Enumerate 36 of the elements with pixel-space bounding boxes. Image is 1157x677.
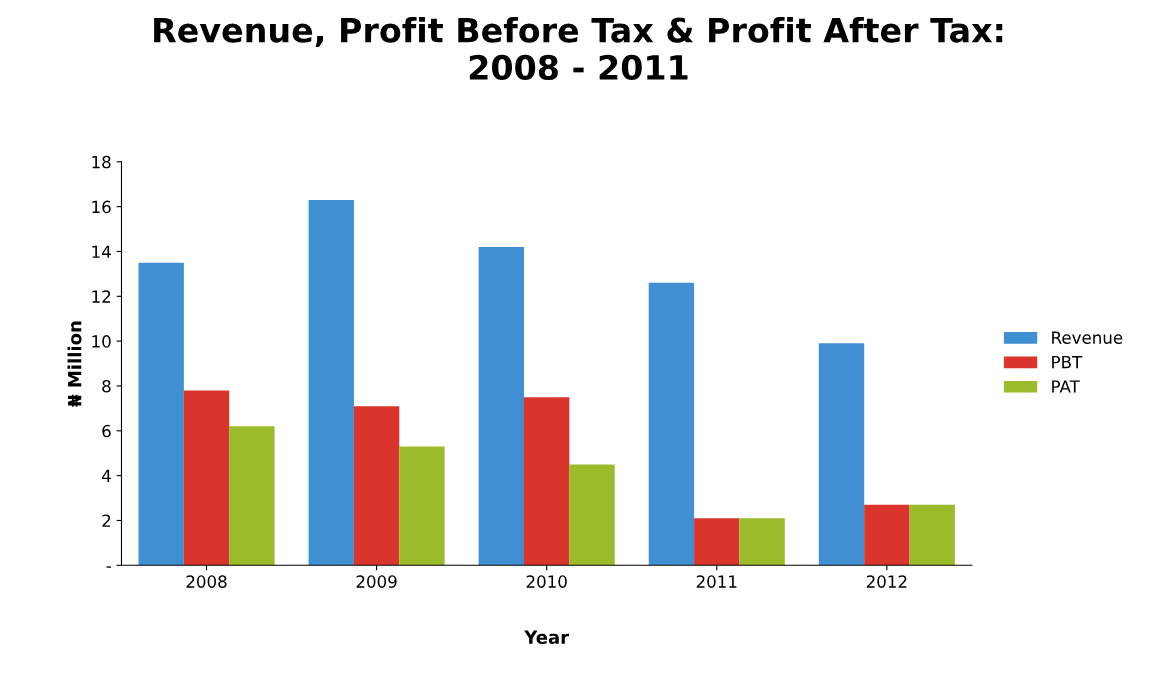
bar bbox=[694, 518, 740, 566]
bar bbox=[909, 504, 955, 566]
bar bbox=[569, 464, 615, 566]
bar bbox=[818, 343, 865, 566]
bar bbox=[308, 199, 354, 566]
y-tick-label: 4 bbox=[101, 469, 111, 482]
y-tick-label: 8 bbox=[102, 379, 111, 393]
bar bbox=[648, 282, 695, 566]
legend-label: Revenue bbox=[1052, 331, 1123, 344]
y-tick-label: 10 bbox=[92, 335, 111, 348]
bar bbox=[353, 406, 400, 566]
y-tick-label: 16 bbox=[92, 200, 111, 214]
legend-label: PAT bbox=[1052, 380, 1080, 393]
y-tick-label: 2 bbox=[102, 514, 111, 527]
x-axis-title: Year bbox=[524, 630, 570, 645]
chart-title: Revenue, Profit Before Tax & Profit After Tax: 2008 - 2011 bbox=[154, 16, 1003, 81]
bar bbox=[229, 426, 275, 566]
bar bbox=[739, 518, 785, 566]
y-tick-label: 6 bbox=[102, 424, 111, 438]
bar bbox=[524, 397, 570, 566]
x-tick-label: 2012 bbox=[866, 575, 907, 588]
y-tick-label: - bbox=[106, 566, 111, 568]
bar bbox=[399, 446, 445, 566]
x-tick-label: 2008 bbox=[186, 575, 227, 588]
y-tick-label: 18 bbox=[92, 155, 111, 169]
y-tick-label: 12 bbox=[92, 290, 111, 303]
bar bbox=[138, 262, 184, 566]
bar bbox=[864, 504, 910, 566]
x-tick-label: 2011 bbox=[696, 575, 737, 588]
bar bbox=[183, 390, 230, 566]
bar bbox=[478, 246, 525, 566]
legend-label: PBT bbox=[1052, 356, 1083, 369]
x-tick-label: 2010 bbox=[526, 575, 567, 588]
y-tick-label: 14 bbox=[92, 245, 111, 258]
y-axis-title: ₦ Million bbox=[67, 321, 82, 407]
x-tick-label: 2009 bbox=[356, 575, 397, 588]
